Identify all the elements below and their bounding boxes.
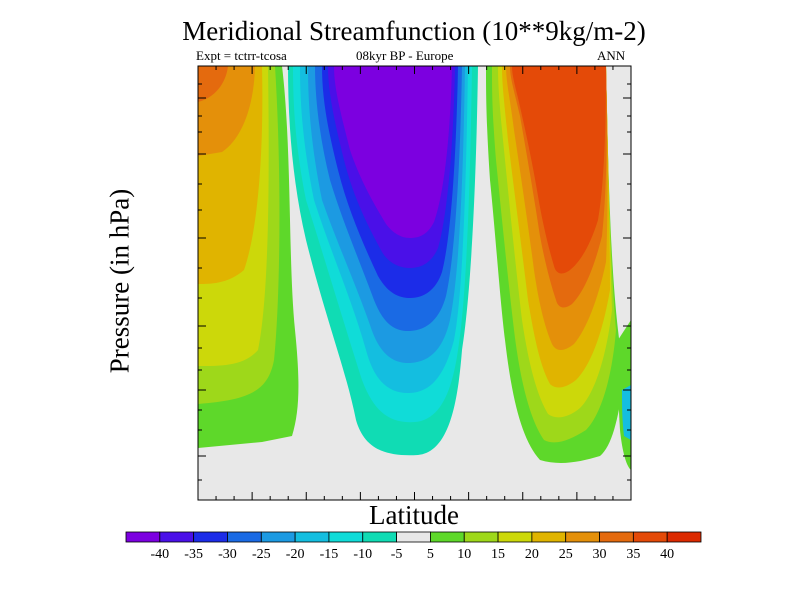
colorbar-tick-label: 30 <box>593 547 607 562</box>
plot-frame <box>197 65 632 501</box>
colorbar-tick-label: 35 <box>626 547 640 562</box>
left-cell-35 <box>198 66 228 102</box>
central-cell-m40 <box>334 66 452 238</box>
colorbar-swatch <box>531 531 567 543</box>
right-cell-40 <box>512 66 606 274</box>
colorbar-tick-label: 15 <box>491 547 505 562</box>
colorbar-tick-label: 25 <box>559 547 573 562</box>
contour-field <box>198 66 631 500</box>
right-edge-cell-m15 <box>622 385 631 440</box>
colorbar: -40 -35 -30 -25 -20 -15 -10 -5 5 10 15 20 25 30 35 40 <box>125 531 702 562</box>
colorbar-tick-label: -35 <box>184 547 203 562</box>
chart-title: Meridional Streamfunction (10**9kg/m-2) <box>182 16 646 46</box>
colorbar-swatch <box>497 531 533 543</box>
colorbar-tick-label: -30 <box>218 547 237 562</box>
colorbar-tick-label: -15 <box>320 547 339 562</box>
colorbar-tick-label: 5 <box>427 547 434 562</box>
colorbar-swatch <box>328 531 364 543</box>
colorbar-swatch <box>430 531 465 543</box>
colorbar-tick-label: -5 <box>391 547 403 562</box>
colorbar-swatch <box>463 531 499 543</box>
colorbar-swatch <box>362 531 397 543</box>
colorbar-tick-label: -10 <box>353 547 372 562</box>
season-label: ANN <box>597 48 626 63</box>
colorbar-swatch <box>565 531 600 543</box>
colorbar-swatch <box>193 531 228 543</box>
colorbar-swatch <box>125 531 161 543</box>
colorbar-tick-label: 10 <box>457 547 471 562</box>
colorbar-tick-label: 20 <box>525 547 539 562</box>
x-axis-label: Latitude <box>369 500 459 530</box>
colorbar-tick-label: -40 <box>150 547 169 562</box>
colorbar-tick-label: 40 <box>660 547 674 562</box>
experiment-label: Expt = tctrr-tcosa <box>196 48 287 63</box>
colorbar-swatch <box>599 531 634 543</box>
colorbar-swatch <box>666 531 702 543</box>
colorbar-swatch <box>227 531 262 543</box>
period-region-label: 08kyr BP - Europe <box>356 48 454 63</box>
colorbar-swatch <box>159 531 195 543</box>
colorbar-tick-label: -25 <box>252 547 271 562</box>
colorbar-swatch <box>632 531 668 543</box>
colorbar-tick-label: -20 <box>286 547 305 562</box>
colorbar-swatch <box>294 531 330 543</box>
colorbar-swatch <box>260 531 296 543</box>
colorbar-swatch <box>396 531 431 543</box>
